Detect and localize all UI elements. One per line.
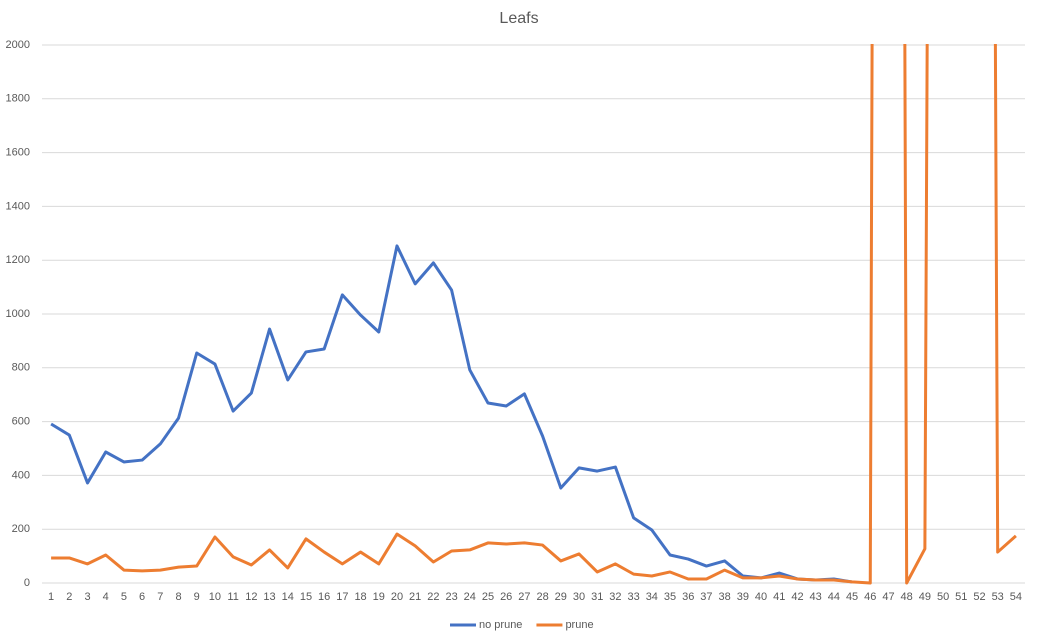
x-tick-label: 17 [336,591,348,603]
y-tick-label: 800 [12,362,30,374]
x-tick-label: 28 [536,591,548,603]
x-tick-label: 29 [555,591,567,603]
plot-area [50,44,1017,585]
x-tick-label: 40 [755,591,767,603]
y-tick-label: 200 [12,523,30,535]
x-tick-label: 15 [300,591,312,603]
x-tick-label: 53 [992,591,1004,603]
x-tick-label: 14 [282,591,294,603]
x-tick-label: 52 [973,591,985,603]
x-tick-label: 35 [664,591,676,603]
x-tick-label: 45 [846,591,858,603]
x-tick-label: 44 [828,591,840,603]
x-tick-label: 34 [646,591,658,603]
x-tick-label: 27 [518,591,530,603]
x-tick-label: 43 [810,591,822,603]
x-tick-label: 1 [48,591,54,603]
x-tick-label: 4 [103,591,109,603]
x-tick-label: 23 [445,591,457,603]
x-tick-label: 11 [227,591,238,603]
x-tick-label: 13 [263,591,275,603]
x-tick-label: 3 [84,591,90,603]
chart-title: Leafs [499,10,538,27]
x-tick-label: 50 [937,591,949,603]
y-tick-label: 1600 [6,147,30,159]
x-tick-label: 37 [700,591,712,603]
x-tick-label: 22 [427,591,439,603]
x-tick-label: 25 [482,591,494,603]
x-tick-label: 54 [1010,591,1022,603]
x-tick-label: 39 [737,591,749,603]
x-tick-label: 21 [409,591,421,603]
x-tick-label: 9 [194,591,200,603]
x-tick-label: 41 [773,591,785,603]
legend-label: prune [565,619,593,631]
x-tick-label: 16 [318,591,330,603]
x-tick-label: 8 [175,591,181,603]
x-tick-label: 30 [573,591,585,603]
x-tick-label: 46 [864,591,876,603]
x-tick-label: 6 [139,591,145,603]
x-tick-label: 51 [955,591,967,603]
x-tick-label: 5 [121,591,127,603]
y-tick-label: 1200 [6,254,30,266]
y-tick-label: 0 [24,577,30,589]
x-tick-label: 36 [682,591,694,603]
x-tick-label: 31 [591,591,603,603]
y-tick-label: 1400 [6,200,30,212]
x-tick-label: 18 [354,591,366,603]
x-tick-label: 10 [209,591,221,603]
x-tick-label: 47 [882,591,894,603]
x-tick-label: 49 [919,591,931,603]
y-tick-label: 1000 [6,308,30,320]
x-tick-label: 7 [157,591,163,603]
x-tick-label: 38 [719,591,731,603]
x-tick-label: 12 [245,591,257,603]
y-tick-label: 1800 [6,93,30,105]
series-line [50,244,853,584]
x-tick-label: 20 [391,591,403,603]
x-tick-label: 32 [609,591,621,603]
y-tick-label: 400 [12,469,30,481]
x-tick-label: 19 [373,591,385,603]
x-tick-label: 2 [66,591,72,603]
x-tick-label: 24 [464,591,476,603]
x-tick-label: 26 [500,591,512,603]
y-tick-label: 600 [12,416,30,428]
x-tick-label: 42 [791,591,803,603]
x-tick-label: 33 [627,591,639,603]
legend-label: no prune [479,619,522,631]
y-tick-label: 2000 [6,39,30,51]
series-line [51,44,1017,585]
x-tick-label: 48 [901,591,913,603]
